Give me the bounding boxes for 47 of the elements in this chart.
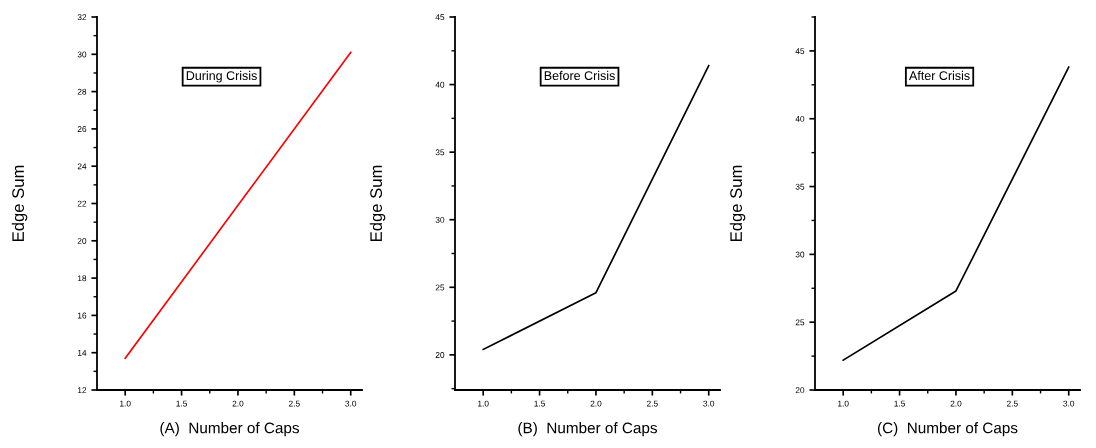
x-tick-label: 1.0 bbox=[838, 400, 849, 407]
y-tick-label: 20 bbox=[435, 352, 445, 358]
x-tick-label: 1.0 bbox=[478, 400, 489, 407]
x-tick-label: 2.5 bbox=[1006, 400, 1018, 407]
y-tick-label: 35 bbox=[435, 149, 445, 156]
y-axis-title: Edge Sum bbox=[369, 165, 386, 242]
y-tick-label: 26 bbox=[77, 126, 87, 132]
y-tick-label: 22 bbox=[77, 200, 87, 207]
y-tick-label: 35 bbox=[795, 183, 805, 190]
x-axis-title: (B) Number of Caps bbox=[518, 422, 657, 437]
x-axis-title: (C) Number of Caps bbox=[877, 422, 1018, 437]
x-tick-label: 3.0 bbox=[1063, 400, 1075, 407]
y-tick-label: 32 bbox=[77, 14, 87, 21]
y-tick-label: 14 bbox=[77, 349, 87, 356]
y-axis-title: Edge Sum bbox=[729, 165, 746, 242]
x-tick-label: 2.5 bbox=[288, 400, 300, 407]
y-tick-label: 45 bbox=[795, 48, 805, 55]
x-tick-label: 1.0 bbox=[120, 400, 131, 407]
x-tick-label: 2.0 bbox=[232, 400, 244, 407]
x-tick-label: 2.0 bbox=[590, 400, 602, 407]
y-tick-label: 28 bbox=[77, 88, 87, 95]
x-tick-label: 1.5 bbox=[176, 400, 188, 407]
y-tick-label: 45 bbox=[435, 14, 445, 21]
x-tick-label: 1.5 bbox=[894, 400, 906, 407]
y-tick-label: 16 bbox=[77, 312, 87, 319]
x-axis-title: (A) Number of Caps bbox=[160, 422, 299, 437]
y-tick-label: 12 bbox=[77, 387, 87, 394]
x-tick-label: 3.0 bbox=[703, 400, 715, 407]
x-tick-label: 2.0 bbox=[950, 400, 962, 407]
y-tick-label: 30 bbox=[77, 51, 87, 58]
y-tick-label: 40 bbox=[795, 115, 805, 122]
annotation: Before Crisis bbox=[544, 70, 615, 81]
y-tick-label: 40 bbox=[435, 81, 445, 88]
y-tick-label: 25 bbox=[435, 284, 445, 291]
y-tick-label: 18 bbox=[77, 275, 87, 282]
x-tick-label: 3.0 bbox=[345, 400, 357, 407]
y-tick-label: 30 bbox=[795, 251, 805, 258]
y-tick-label: 25 bbox=[795, 319, 805, 326]
y-axis-title: Edge Sum bbox=[11, 165, 28, 242]
x-tick-label: 1.5 bbox=[534, 400, 546, 407]
annotation: After Crisis bbox=[909, 70, 970, 81]
y-tick-label: 20 bbox=[795, 387, 805, 394]
x-tick-label: 2.5 bbox=[646, 400, 658, 407]
annotation: During Crisis bbox=[186, 70, 257, 83]
y-tick-label: 30 bbox=[435, 216, 445, 223]
y-tick-label: 24 bbox=[77, 163, 87, 170]
y-tick-label: 20 bbox=[77, 238, 87, 244]
